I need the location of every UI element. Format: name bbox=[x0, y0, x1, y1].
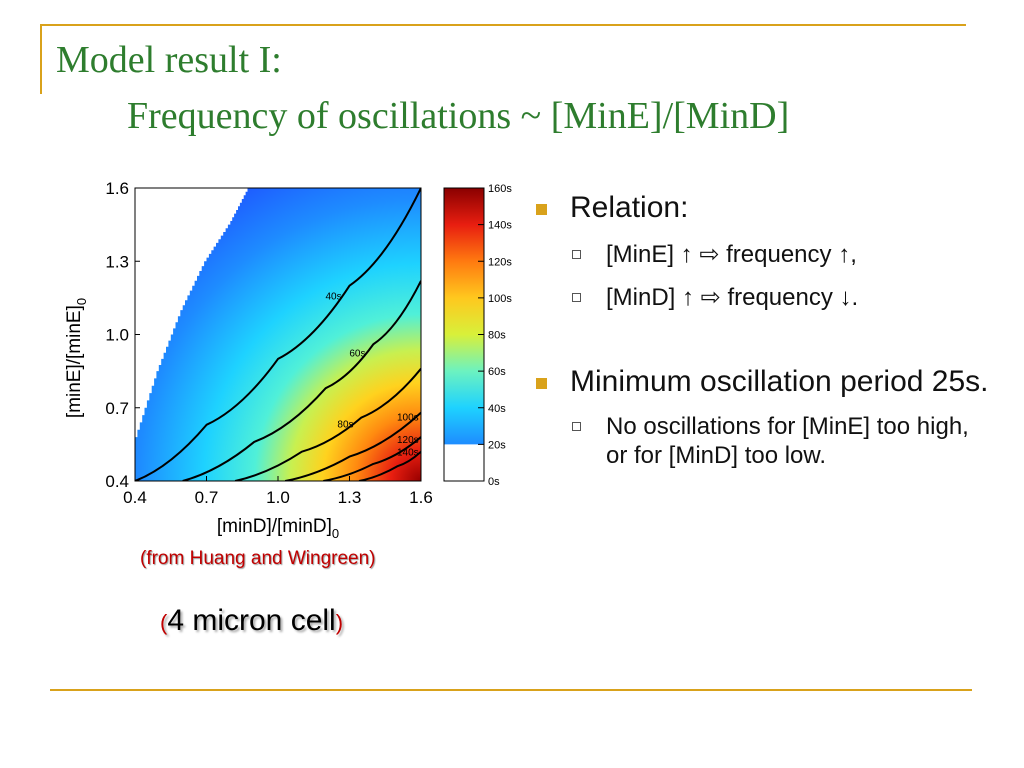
colorbar-tick-label: 120s bbox=[488, 256, 512, 268]
bullet-square-icon bbox=[536, 378, 547, 389]
contour-label-60s: 60s bbox=[349, 348, 365, 359]
colorbar-tick-label: 40s bbox=[488, 403, 506, 415]
colorbar-tick-label: 160s bbox=[488, 183, 512, 195]
contour-label-100s: 100s bbox=[397, 413, 419, 424]
contour-line-40s bbox=[135, 188, 421, 481]
top-accent-rule bbox=[40, 24, 966, 26]
bullet-list: Relation: [MinE] ↑ ⇨ frequency ↑, [MinD]… bbox=[532, 190, 992, 470]
bullet-relation: Relation: bbox=[532, 190, 992, 226]
sub-bullet-mind: [MinD] ↑ ⇨ frequency ↓. bbox=[532, 283, 992, 312]
bullet-square-icon bbox=[536, 204, 547, 215]
slide-title-line-2: Frequency of oscillations ~ [MinE]/[MinD… bbox=[127, 95, 790, 137]
colorbar-tick-label: 60s bbox=[488, 366, 506, 378]
x-tick-label: 1.6 bbox=[409, 488, 433, 507]
contour-label-120s: 120s bbox=[397, 435, 419, 446]
contour-label-140s: 140s bbox=[397, 448, 419, 459]
colorbar-tick-label: 100s bbox=[488, 293, 512, 305]
hollow-square-icon bbox=[572, 293, 581, 302]
contour-label-80s: 80s bbox=[337, 420, 353, 431]
colorbar-tick-label: 80s bbox=[488, 330, 506, 342]
x-tick-label: 1.0 bbox=[266, 488, 290, 507]
y-tick-label: 0.7 bbox=[105, 399, 129, 418]
hollow-square-icon bbox=[572, 250, 581, 259]
colorbar-below-threshold bbox=[444, 444, 484, 481]
colorbar-tick-label: 20s bbox=[488, 439, 506, 451]
slide-title-line-1: Model result I: bbox=[56, 39, 282, 81]
x-tick-label: 0.7 bbox=[195, 488, 219, 507]
colorbar-tick-label: 140s bbox=[488, 220, 512, 232]
contour-line-100s bbox=[284, 411, 421, 481]
x-tick-label: 0.4 bbox=[123, 488, 147, 507]
cell-size-text: 4 micron cell bbox=[167, 604, 336, 637]
y-tick-label: 1.0 bbox=[105, 326, 129, 345]
colorbar bbox=[444, 188, 484, 481]
contour-label-40s: 40s bbox=[326, 292, 342, 303]
colorbar-tick-label: 0s bbox=[488, 476, 500, 488]
y-axis-label: [minE]/[minE]0 bbox=[64, 298, 89, 418]
contour-line-80s bbox=[234, 368, 421, 481]
cell-size-caption: (4 micron cell) bbox=[160, 604, 344, 637]
bullet-minimum-period: Minimum oscillation period 25s. bbox=[532, 364, 992, 400]
contour-line-120s bbox=[323, 436, 421, 481]
no-oscillation-region bbox=[135, 188, 250, 445]
x-tick-label: 1.3 bbox=[338, 488, 362, 507]
sub-bullet-no-oscillations: No oscillations for [MinE] too high, or … bbox=[532, 412, 992, 470]
left-accent-rule bbox=[40, 24, 42, 94]
sub-bullet-mine: [MinE] ↑ ⇨ frequency ↑, bbox=[532, 240, 992, 269]
source-caption: (from Huang and Wingreen) bbox=[140, 548, 376, 569]
y-tick-label: 1.6 bbox=[105, 179, 129, 198]
y-tick-label: 1.3 bbox=[105, 252, 129, 271]
bottom-accent-rule bbox=[50, 689, 972, 691]
x-axis-label: [minD]/[minD]0 bbox=[217, 516, 339, 541]
hollow-square-icon bbox=[572, 422, 581, 431]
contour-line-60s bbox=[182, 280, 421, 481]
y-tick-label: 0.4 bbox=[105, 472, 129, 491]
contour-line-140s bbox=[358, 450, 421, 481]
